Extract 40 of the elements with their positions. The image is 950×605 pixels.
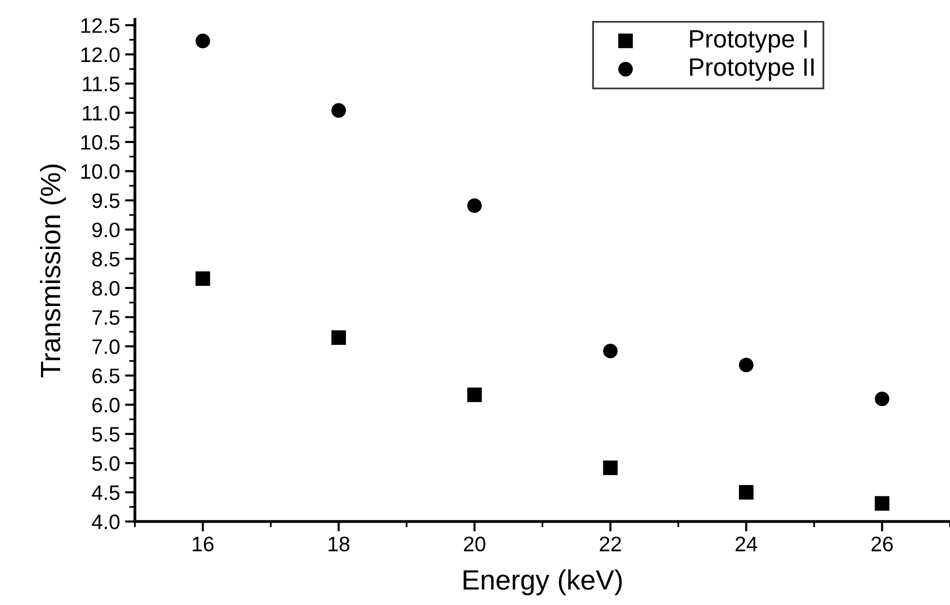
- y-tick-label: 9.5: [92, 193, 120, 208]
- x-tick-label: 20: [464, 536, 486, 552]
- y-tick-label: 4.0: [92, 514, 120, 530]
- point: [738, 358, 754, 372]
- y-tick-label: 12.0: [81, 47, 120, 62]
- point: [331, 103, 346, 118]
- x-tick-label: 18: [328, 536, 350, 552]
- y-tick-label: 7.0: [92, 339, 120, 354]
- x-tick-label: 26: [872, 536, 893, 552]
- y-tick-label: 10.0: [81, 164, 120, 179]
- y-axis-title: Transmission (%): [40, 164, 66, 378]
- point: [331, 330, 346, 345]
- y-tick-label: 11.0: [82, 106, 120, 121]
- y-tick-label: 4.5: [92, 486, 120, 500]
- y-tick-label: 7.5: [92, 310, 120, 325]
- point: [738, 485, 754, 500]
- y-tick-label: 5.5: [92, 427, 120, 442]
- point: [874, 496, 890, 511]
- y-tick-label: 6.0: [92, 398, 120, 412]
- y-tick-label: 10.5: [81, 134, 120, 150]
- y-tick-label: 8.5: [92, 252, 120, 267]
- point: [467, 198, 482, 213]
- legend-label: Prototype II: [690, 58, 814, 81]
- x-tick-label: 24: [736, 536, 758, 552]
- y-tick-label: 11.5: [82, 76, 120, 92]
- y-tick-label: 9.0: [92, 222, 120, 238]
- x-tick-label: 22: [600, 536, 621, 552]
- point: [874, 392, 890, 406]
- point: [196, 271, 210, 286]
- y-tick-label: 8.0: [92, 280, 120, 296]
- y-tick-label: 6.5: [92, 368, 120, 384]
- y-tick-label: 12.5: [81, 18, 120, 33]
- legend-label: Prototype I: [690, 30, 807, 53]
- point: [467, 388, 482, 402]
- y-tick-label: 5.0: [92, 456, 120, 471]
- x-axis-title: Energy (keV): [464, 569, 622, 596]
- x-tick-label: 16: [192, 536, 214, 552]
- point: [196, 34, 210, 48]
- point: [603, 460, 618, 476]
- point: [603, 344, 618, 358]
